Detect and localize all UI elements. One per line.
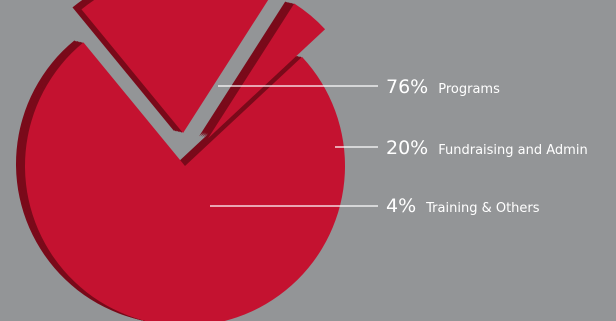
slice-programs: [25, 42, 345, 321]
slice-labels: 76% Programs 20% Fundraising and Admin 4…: [386, 76, 588, 217]
slice-label-fundraising: 20% Fundraising and Admin: [386, 137, 588, 159]
slice-label-programs: 76% Programs: [386, 76, 500, 98]
slice-label-training: 4% Training & Others: [386, 195, 540, 217]
pie-top-layer: [25, 0, 345, 321]
slice-fundraising: [81, 0, 269, 134]
slice-training: [208, 3, 326, 139]
leader-lines: [210, 85, 378, 207]
